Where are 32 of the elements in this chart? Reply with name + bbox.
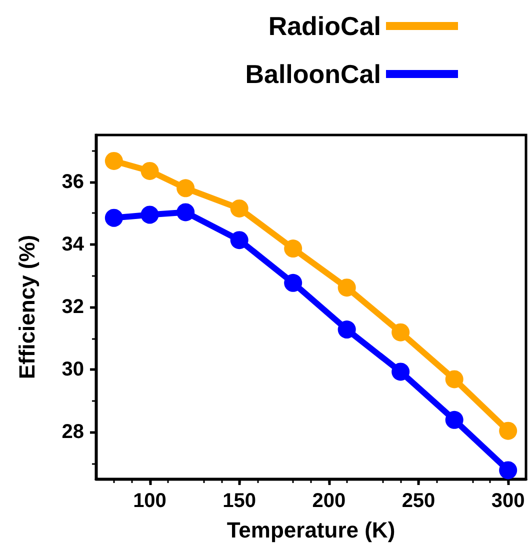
point — [338, 278, 356, 297]
y-tick-label: 36 — [62, 170, 84, 193]
point — [140, 162, 159, 180]
x-tick-label: 200 — [312, 490, 346, 512]
point — [176, 179, 195, 198]
point — [284, 240, 302, 258]
point — [284, 274, 302, 292]
point — [499, 422, 518, 440]
point — [392, 323, 410, 342]
point — [104, 152, 123, 170]
point — [392, 362, 410, 381]
point — [230, 231, 248, 250]
y-tick-label: 28 — [62, 421, 84, 444]
point — [338, 320, 356, 339]
point — [140, 206, 159, 224]
point — [445, 370, 464, 388]
point — [230, 199, 248, 218]
x-axis-title: Temperature (K) — [226, 518, 396, 542]
legend-label: RadioCal — [268, 11, 381, 41]
point — [176, 203, 195, 222]
point — [445, 410, 464, 429]
point — [104, 208, 123, 227]
legend-label: BalloonCal — [245, 59, 381, 89]
y-tick-label: 30 — [62, 358, 84, 381]
y-axis-title: Efficiency (%) — [14, 234, 40, 380]
x-tick-label: 250 — [402, 490, 436, 512]
y-tick-label: 34 — [62, 233, 85, 256]
y-tick-label: 32 — [62, 296, 84, 318]
point — [499, 461, 518, 480]
x-tick-label: 100 — [133, 490, 166, 512]
x-tick-label: 300 — [491, 490, 525, 512]
x-tick-label: 150 — [222, 490, 256, 512]
